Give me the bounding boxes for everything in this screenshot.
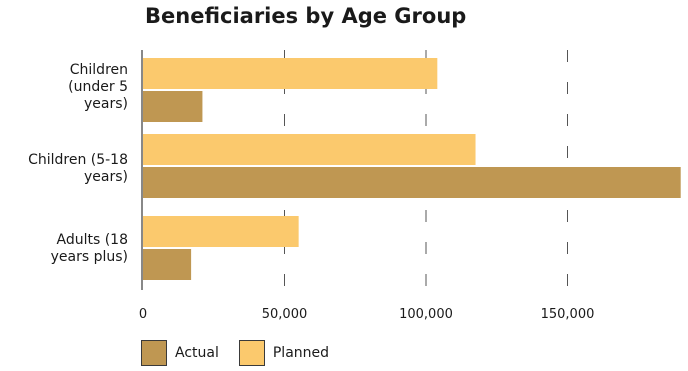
legend-swatch-planned xyxy=(238,340,265,366)
bar-actual xyxy=(143,91,203,122)
category-label-line: (under 5 xyxy=(68,79,128,95)
legend-label-actual: Actual xyxy=(175,345,219,361)
chart-title: Beneficiaries by Age Group xyxy=(145,4,467,28)
legend-swatch-actual xyxy=(141,340,167,366)
bar-planned xyxy=(143,134,476,165)
legend: Actual Planned xyxy=(141,340,349,366)
category-label-children-under-5: Children (under 5 years) xyxy=(68,62,128,113)
legend-label-planned: Planned xyxy=(272,345,330,361)
bar-planned xyxy=(143,216,299,247)
x-tick-label: 150,000 xyxy=(541,307,595,322)
category-label-line: years plus) xyxy=(50,249,128,265)
category-label-line: Children (5-18 xyxy=(28,152,128,168)
bar-actual xyxy=(143,249,192,280)
category-label-line: years) xyxy=(84,96,128,112)
x-tick-label: 100,000 xyxy=(399,307,453,322)
chart-plot: 0 50,000 100,000 150,000 xyxy=(139,50,681,322)
bar-actual xyxy=(143,167,681,198)
legend-item-planned: Planned xyxy=(238,340,330,366)
category-label-line: Adults (18 xyxy=(56,232,129,248)
category-label-line: Children xyxy=(69,62,128,78)
bar-planned xyxy=(143,58,438,89)
category-label-adults: Adults (18 years plus) xyxy=(51,232,128,266)
x-tick-label: 0 xyxy=(139,307,147,322)
x-tick-label: 50,000 xyxy=(262,307,308,322)
legend-item-actual: Actual xyxy=(141,340,219,366)
category-label-children-5-18: Children (5-18 years) xyxy=(28,152,128,186)
category-label-line: years) xyxy=(84,169,128,185)
